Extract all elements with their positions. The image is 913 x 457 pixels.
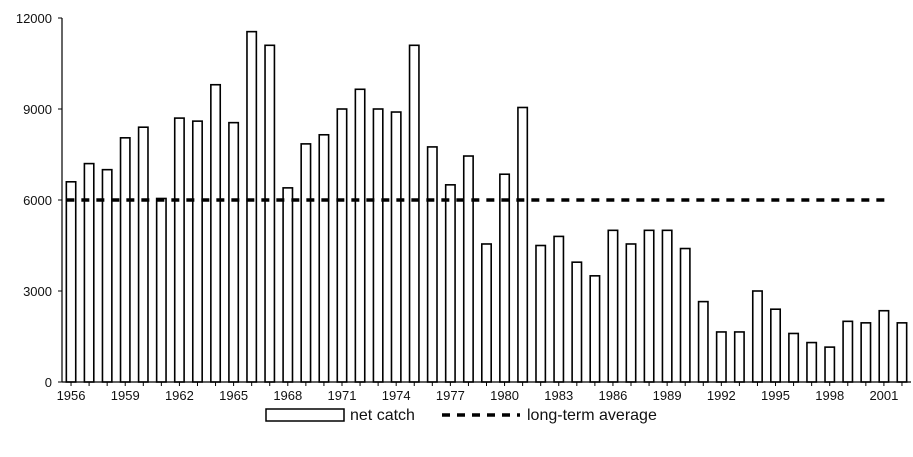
- x-tick-label: 1992: [707, 388, 736, 403]
- bar-1974: [390, 111, 402, 383]
- bar-1971: [336, 108, 348, 383]
- x-tick-label: 1986: [598, 388, 627, 403]
- y-tick-label: 9000: [23, 102, 52, 117]
- bar-1964: [210, 83, 222, 383]
- x-tick-label: 1998: [815, 388, 844, 403]
- bar-1968: [282, 187, 294, 383]
- bar-1987: [625, 243, 637, 383]
- bar-1960: [137, 126, 149, 383]
- bar-2001: [878, 309, 890, 383]
- bar-1962: [173, 117, 185, 383]
- bar-1972: [354, 88, 366, 383]
- bar-1990: [679, 247, 691, 383]
- y-tick-label: 12000: [16, 11, 52, 26]
- bar-1984: [571, 261, 583, 383]
- y-tick-label: 0: [45, 375, 52, 390]
- bar-1961: [155, 197, 167, 383]
- bar-1989: [661, 229, 673, 383]
- bar-1991: [697, 300, 709, 383]
- bar-1992: [715, 331, 727, 383]
- x-tick-label: 1968: [273, 388, 302, 403]
- bar-1977: [444, 184, 456, 383]
- bar-1966: [246, 30, 258, 383]
- x-tick-label: 2001: [869, 388, 898, 403]
- bar-1985: [589, 275, 601, 383]
- x-tick-label: 1971: [328, 388, 357, 403]
- x-tick-label: 1956: [57, 388, 86, 403]
- bar-1994: [751, 290, 763, 383]
- bar-1969: [300, 143, 312, 383]
- bars-group: [65, 30, 908, 383]
- bar-1978: [462, 155, 474, 383]
- bar-2000: [860, 322, 872, 383]
- bar-1965: [228, 121, 240, 383]
- legend-label-net-catch: net catch: [350, 407, 415, 424]
- bar-1993: [733, 331, 745, 383]
- bar-1970: [318, 133, 330, 383]
- bar-1976: [426, 146, 438, 383]
- y-tick-label: 6000: [23, 193, 52, 208]
- x-tick-label: 1983: [544, 388, 573, 403]
- bar-1999: [842, 320, 854, 383]
- bar-1963: [191, 120, 203, 383]
- x-tick-label: 1989: [653, 388, 682, 403]
- bar-1995: [770, 308, 782, 383]
- x-tick-label: 1977: [436, 388, 465, 403]
- bar-1998: [824, 346, 836, 383]
- x-tick-label: 1974: [382, 388, 411, 403]
- x-tick-label: 1995: [761, 388, 790, 403]
- bar-1979: [480, 243, 492, 383]
- bar-1975: [408, 44, 420, 383]
- x-tick-label: 1959: [111, 388, 140, 403]
- bar-1983: [553, 235, 565, 383]
- y-tick-label: 3000: [23, 284, 52, 299]
- legend-label-long-term-average: long-term average: [527, 407, 657, 424]
- x-tick-label: 1965: [219, 388, 248, 403]
- bar-1959: [119, 137, 131, 383]
- bar-1956: [65, 181, 77, 383]
- bar-1973: [372, 108, 384, 383]
- bar-1981: [517, 106, 529, 383]
- bar-1997: [806, 341, 818, 383]
- bar-1967: [264, 44, 276, 383]
- bar-1980: [499, 173, 511, 383]
- bar-1986: [607, 229, 619, 383]
- legend: net catch long-term average: [265, 407, 657, 424]
- legend-swatch-net-catch: [265, 408, 345, 422]
- bar-1996: [788, 332, 800, 383]
- x-tick-label: 1962: [165, 388, 194, 403]
- bar-1982: [535, 244, 547, 383]
- x-tick-label: 1980: [490, 388, 519, 403]
- axes-group: 0 3000 6000 9000 12000 1956 1959 1962 1965 1968 19…: [16, 11, 911, 403]
- bar-1957: [83, 162, 95, 383]
- bar-1988: [643, 229, 655, 383]
- bar-2002: [896, 322, 908, 383]
